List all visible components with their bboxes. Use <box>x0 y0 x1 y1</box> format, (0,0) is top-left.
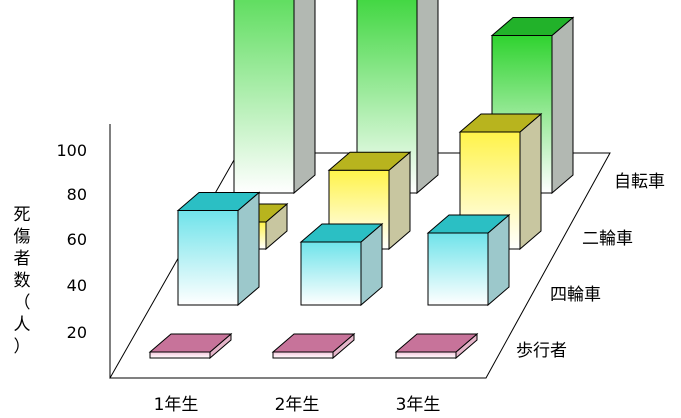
bar-top <box>327 151 412 171</box>
series-label: 歩行者 <box>516 341 567 361</box>
bar-0-1 <box>271 332 356 360</box>
bar-1-0 <box>176 191 261 307</box>
y-tick-label: 40 <box>67 276 87 295</box>
bar-side <box>416 0 439 195</box>
bar-front <box>233 0 295 194</box>
category-label: 1年生 <box>154 395 199 415</box>
bar-side <box>237 191 260 307</box>
bar-front <box>300 241 362 306</box>
category-label: 3年生 <box>396 395 441 415</box>
series-label: 二輪車 <box>582 229 633 249</box>
series-label: 自転車 <box>614 172 665 192</box>
category-label: 2年生 <box>275 395 320 415</box>
bar-3-0 <box>233 0 316 195</box>
y-axis-title-char: （ <box>14 293 31 313</box>
y-tick-label: 20 <box>67 323 87 342</box>
bar-front <box>427 232 489 306</box>
y-tick-label: 80 <box>67 185 87 204</box>
y-axis-title-char: 傷 <box>14 227 31 247</box>
series-label: 四輪車 <box>550 285 601 305</box>
bar-front <box>272 351 334 359</box>
bar-top <box>148 333 233 353</box>
bar-0-0 <box>148 332 233 360</box>
bar-top <box>426 214 511 234</box>
bar-1-2 <box>426 213 511 307</box>
bar-side <box>293 0 316 195</box>
bar-side <box>551 16 574 195</box>
bar-top <box>271 333 356 353</box>
bars-group <box>148 0 575 360</box>
y-axis-title-char: 者 <box>14 249 31 269</box>
y-tick-label: 60 <box>67 230 87 249</box>
bar-1-1 <box>299 222 384 307</box>
bar-front <box>395 351 457 359</box>
bar-top <box>394 333 479 353</box>
y-axis-title-char: ） <box>14 337 31 357</box>
y-axis-title-char: 数 <box>14 271 31 291</box>
bar-top <box>299 223 384 243</box>
y-ticks: 100 80 60 40 20 <box>56 141 87 342</box>
bar-side <box>519 112 542 251</box>
bar-0-2 <box>394 332 479 360</box>
bar-top <box>176 192 261 211</box>
y-axis-title-char: 人 <box>14 315 31 335</box>
bar-front <box>149 351 211 359</box>
bar-top <box>490 17 575 36</box>
x-category-labels: 1年生 2年生 3年生 <box>154 395 441 415</box>
series-labels: 歩行者 四輪車 二輪車 自転車 <box>516 172 665 361</box>
y-axis-title-char: 死 <box>14 205 31 225</box>
y-tick-label: 100 <box>56 141 87 160</box>
bar-top <box>458 113 543 133</box>
bar-front <box>177 210 239 306</box>
